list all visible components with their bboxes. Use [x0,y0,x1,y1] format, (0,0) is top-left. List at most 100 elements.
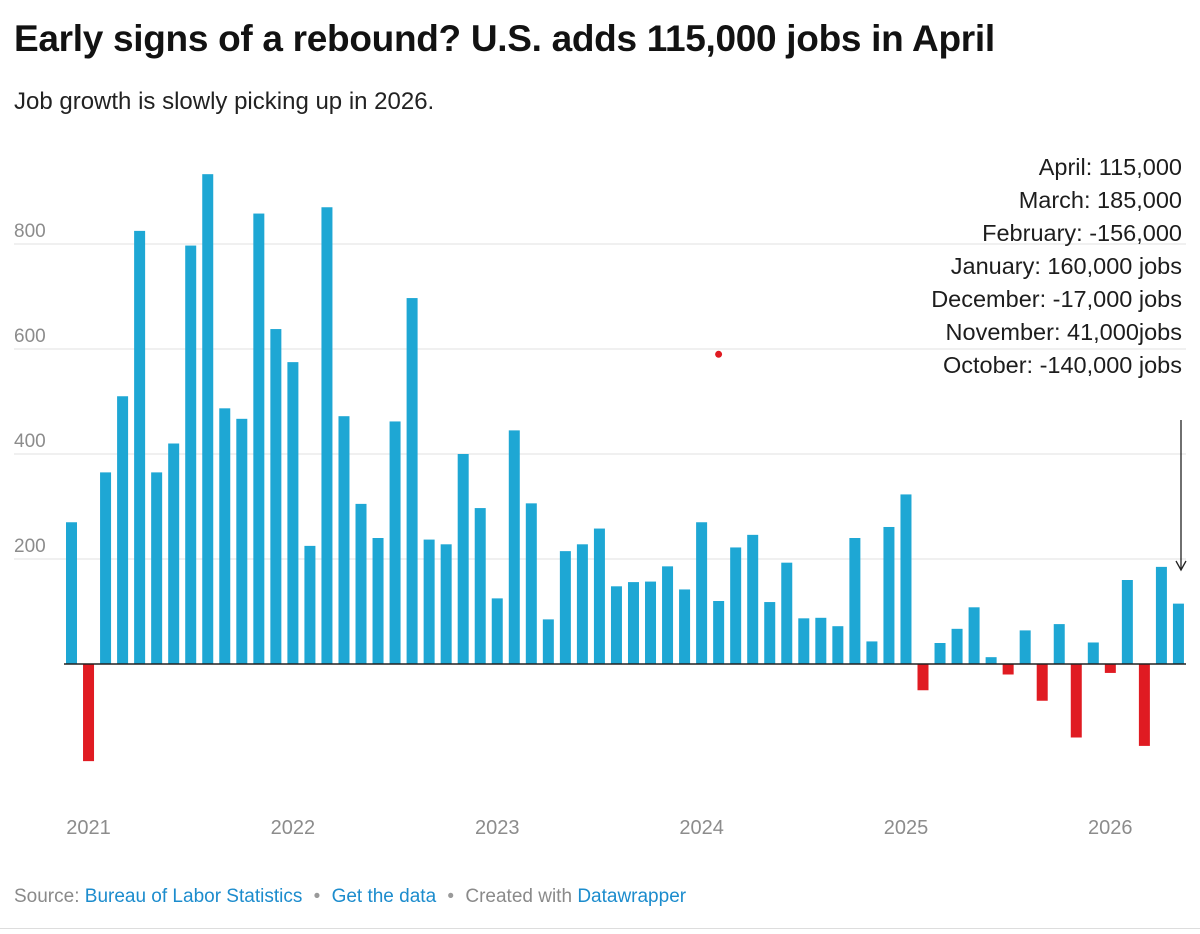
bar [713,601,725,664]
bar [917,664,929,691]
footer-separator: • [447,886,455,907]
bar [985,657,997,664]
source-prefix: Source: [14,886,80,907]
bar [117,396,129,664]
annotation-arrowhead [1175,560,1187,572]
annotation-line: April: 115,000 [1039,154,1182,180]
bar [849,538,861,664]
y-tick-label: 800 [14,221,46,242]
x-tick-label: 2023 [475,817,520,839]
bar [474,508,486,664]
bar [355,503,367,665]
axes: 200 400 600 800 2021 2022 2023 2024 2025 2026 [14,221,1186,839]
bar [542,619,554,665]
bar [1172,603,1184,665]
bar [185,245,197,664]
bar [1087,642,1099,665]
x-tick-label: 2024 [679,817,724,839]
bar [798,618,810,665]
bar [576,544,588,664]
bar [406,298,418,664]
bar [202,174,214,665]
bars [66,174,1184,762]
bar [270,329,282,664]
footer-divider [0,928,1200,929]
annotation: April: 115,000 March: 185,000 February: -1… [715,154,1187,572]
bar [219,408,231,664]
bar [951,628,963,665]
bar [968,607,980,664]
bar [679,589,691,664]
bar [168,443,180,664]
x-tick-label: 2021 [66,817,111,839]
bar [338,416,350,664]
bar [457,454,469,664]
y-tick-label: 200 [14,536,46,557]
y-tick-label: 600 [14,326,46,347]
bar [1002,664,1014,675]
annotation-line: March: 185,000 [1019,187,1182,213]
bar [287,362,299,665]
bar [134,230,146,665]
marker-dot [715,350,723,358]
bar [883,526,895,665]
chart-title: Early signs of a rebound? U.S. adds 115,… [14,18,995,59]
bar [610,586,622,664]
annotation-line: February: -156,000 [982,220,1182,246]
datawrapper-link[interactable]: Datawrapper [577,886,687,907]
bar [1138,664,1150,746]
x-tick-label: 2025 [884,817,929,839]
bar [100,472,112,665]
bar [1019,630,1031,664]
footer-separator: • [313,886,321,907]
bar [525,503,537,664]
annotation-line: December: -17,000 jobs [931,286,1182,312]
bar [304,545,316,665]
bar [559,551,571,665]
bar [236,418,248,664]
source-link[interactable]: Bureau of Labor Statistics [84,886,303,907]
bar [1104,664,1116,673]
bar [832,626,844,664]
bar [253,213,265,665]
bar [662,566,674,664]
bar [1070,664,1082,738]
annotation-line: January: 160,000 jobs [951,253,1182,279]
bar [747,534,759,664]
chart-subtitle: Job growth is slowly picking up in 2026. [14,88,435,115]
bar [866,641,878,664]
footer: Source: Bureau of Labor Statistics • Get… [14,886,686,908]
bar [83,664,95,762]
bar [815,617,827,664]
bar [627,582,639,664]
bar [593,528,605,664]
annotation-line: October: -140,000 jobs [943,352,1182,378]
bar [730,547,742,664]
bar [508,430,520,665]
x-tick-label: 2026 [1088,817,1133,839]
bar [423,539,435,665]
bar [764,602,776,664]
bar [440,544,452,664]
created-prefix: Created with [465,886,573,907]
bar [696,522,708,664]
bar [1036,664,1048,701]
bar [900,494,912,664]
get-data-link[interactable]: Get the data [331,886,437,907]
bar-chart: 200 400 600 800 2021 2022 2023 2024 2025 2026 Apr… [14,154,1187,839]
bar [645,581,657,664]
bar [66,522,77,664]
bar [491,598,503,665]
bar [372,538,384,664]
bar [389,421,401,664]
annotation-line: November: 41,000jobs [946,319,1182,345]
bar [1121,580,1133,664]
bar [1155,566,1167,665]
y-tick-label: 400 [14,431,46,452]
bar [1053,624,1065,664]
bar [781,562,793,664]
x-tick-label: 2022 [271,817,316,839]
bar [321,207,333,664]
bar [934,643,946,664]
bar [151,472,163,665]
